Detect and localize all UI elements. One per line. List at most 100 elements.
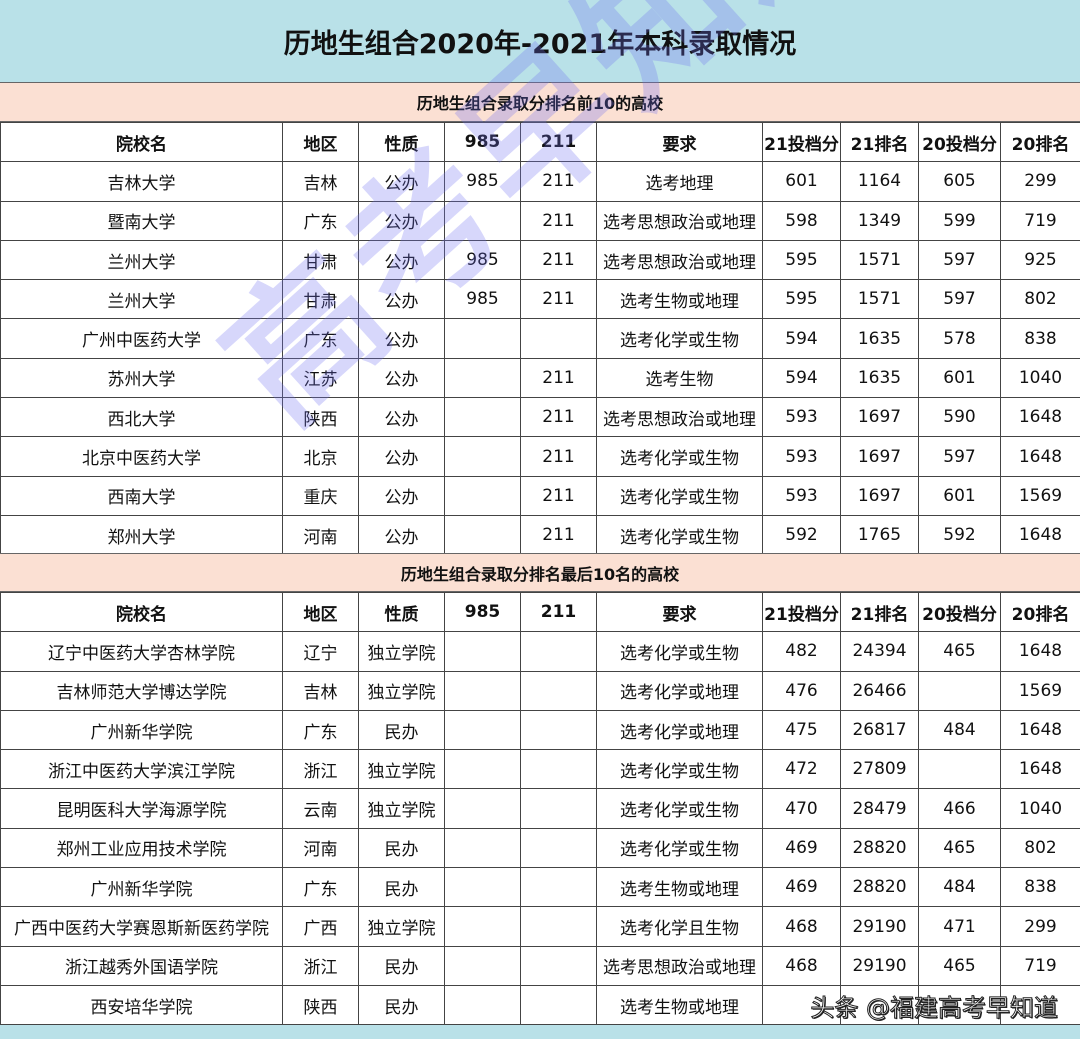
table-cell: 590 — [918, 397, 1001, 438]
bottom-band — [0, 1025, 1080, 1039]
table-cell: 选考化学或地理 — [596, 709, 763, 751]
table-cell: 昆明医科大学海源学院 — [0, 788, 283, 829]
table-cell — [444, 749, 521, 790]
table-cell: 465 — [918, 945, 1001, 986]
table-cell: 211 — [520, 357, 597, 399]
table-cell — [444, 436, 521, 477]
table-cell: 594 — [762, 357, 841, 399]
column-header: 21投档分 — [762, 591, 841, 633]
table-cell: 独立学院 — [358, 670, 445, 711]
table-cell: 484 — [918, 867, 1001, 908]
table-cell: 民办 — [358, 827, 445, 869]
column-header: 21排名 — [840, 121, 919, 163]
table-cell: 广东 — [282, 318, 359, 359]
column-header: 院校名 — [0, 591, 283, 633]
table-cell: 470 — [762, 788, 841, 829]
table-cell: 598 — [762, 200, 841, 241]
table-cell — [444, 397, 521, 438]
table-cell: 719 — [1000, 200, 1080, 241]
table-cell: 郑州工业应用技术学院 — [0, 827, 283, 869]
table-cell: 299 — [1000, 906, 1080, 947]
table-row: 兰州大学 甘肃 公办 985 211 选考思想政治或地理 595 1571 597 925 — [0, 239, 1080, 281]
table-row: 广州新华学院 广东 民办 选考化学或地理 475 26817 484 1648 — [0, 709, 1080, 751]
table-row: 西安培华学院 陕西 民办 选考生物或地理 — [0, 984, 1080, 1026]
table-cell: 西北大学 — [0, 397, 283, 438]
table-cell: 802 — [1000, 279, 1080, 320]
table-cell: 1648 — [1000, 397, 1080, 438]
table-cell: 482 — [762, 631, 841, 672]
table-cell — [520, 788, 597, 829]
table-row: 浙江越秀外国语学院 浙江 民办 选考思想政治或地理 468 29190 465 719 — [0, 945, 1080, 986]
table-cell: 985 — [444, 239, 521, 281]
table-cell: 公办 — [358, 397, 445, 438]
table-cell: 1349 — [840, 200, 919, 241]
table-cell — [444, 984, 521, 1026]
table-cell: 郑州大学 — [0, 514, 283, 556]
table-cell: 578 — [918, 318, 1001, 359]
table-cell: 593 — [762, 397, 841, 438]
table-cell: 465 — [918, 631, 1001, 672]
column-header: 要求 — [596, 591, 763, 633]
table-cell — [840, 984, 919, 1026]
table-cell: 选考生物或地理 — [596, 867, 763, 908]
table-cell: 广东 — [282, 867, 359, 908]
table-cell: 466 — [918, 788, 1001, 829]
table-row: 广州中医药大学 广东 公办 选考化学或生物 594 1635 578 838 — [0, 318, 1080, 359]
table-cell: 公办 — [358, 239, 445, 281]
table-cell — [520, 945, 597, 986]
table-cell: 选考生物 — [596, 357, 763, 399]
table-cell: 595 — [762, 239, 841, 281]
table-cell — [444, 867, 521, 908]
table-cell — [520, 318, 597, 359]
table-cell — [918, 670, 1001, 711]
table-cell: 468 — [762, 906, 841, 947]
table-cell: 浙江 — [282, 945, 359, 986]
table-cell: 593 — [762, 475, 841, 516]
table-cell: 211 — [520, 161, 597, 202]
table-cell: 广西中医药大学赛恩斯新医药学院 — [0, 906, 283, 947]
table-cell: 719 — [1000, 945, 1080, 986]
table-row: 广州新华学院 广东 民办 选考生物或地理 469 28820 484 838 — [0, 867, 1080, 908]
table-cell — [520, 906, 597, 947]
table-cell: 597 — [918, 436, 1001, 477]
table-cell: 595 — [762, 279, 841, 320]
table-cell: 选考化学或生物 — [596, 436, 763, 477]
column-header: 20投档分 — [918, 591, 1001, 633]
table-cell: 公办 — [358, 200, 445, 241]
table-row: 兰州大学 甘肃 公办 985 211 选考生物或地理 595 1571 597 802 — [0, 279, 1080, 320]
section-heading-top10: 历地生组合录取分排名前10的高校 — [0, 83, 1080, 122]
table-cell — [444, 357, 521, 399]
table-cell — [444, 788, 521, 829]
table-cell — [444, 475, 521, 516]
table-cell: 公办 — [358, 475, 445, 516]
table-cell: 1648 — [1000, 514, 1080, 556]
table-cell: 吉林 — [282, 670, 359, 711]
table-cell: 1697 — [840, 436, 919, 477]
table-cell: 469 — [762, 867, 841, 908]
table-cell — [444, 514, 521, 556]
table-cell: 江苏 — [282, 357, 359, 399]
table-cell: 1635 — [840, 318, 919, 359]
table-cell: 211 — [520, 279, 597, 320]
table-row: 昆明医科大学海源学院 云南 独立学院 选考化学或生物 470 28479 466 1040 — [0, 788, 1080, 829]
table-row: 西南大学 重庆 公办 211 选考化学或生物 593 1697 601 1569 — [0, 475, 1080, 516]
table-row: 辽宁中医药大学杏林学院 辽宁 独立学院 选考化学或生物 482 24394 465 1648 — [0, 631, 1080, 672]
column-header: 20投档分 — [918, 121, 1001, 163]
table-cell: 985 — [444, 279, 521, 320]
table-cell: 1635 — [840, 357, 919, 399]
table-cell: 26466 — [840, 670, 919, 711]
table-cell: 独立学院 — [358, 631, 445, 672]
table-cell: 陕西 — [282, 397, 359, 438]
table-cell: 592 — [762, 514, 841, 556]
table-cell: 484 — [918, 709, 1001, 751]
table-cell: 1569 — [1000, 475, 1080, 516]
table-cell: 选考化学或地理 — [596, 670, 763, 711]
table-cell: 985 — [444, 161, 521, 202]
table-cell: 选考化学或生物 — [596, 749, 763, 790]
table-row: 郑州大学 河南 公办 211 选考化学或生物 592 1765 592 1648 — [0, 514, 1080, 556]
table-cell: 公办 — [358, 357, 445, 399]
table-cell: 广东 — [282, 709, 359, 751]
table-cell: 29190 — [840, 945, 919, 986]
table-cell — [520, 867, 597, 908]
table-cell: 广州新华学院 — [0, 709, 283, 751]
